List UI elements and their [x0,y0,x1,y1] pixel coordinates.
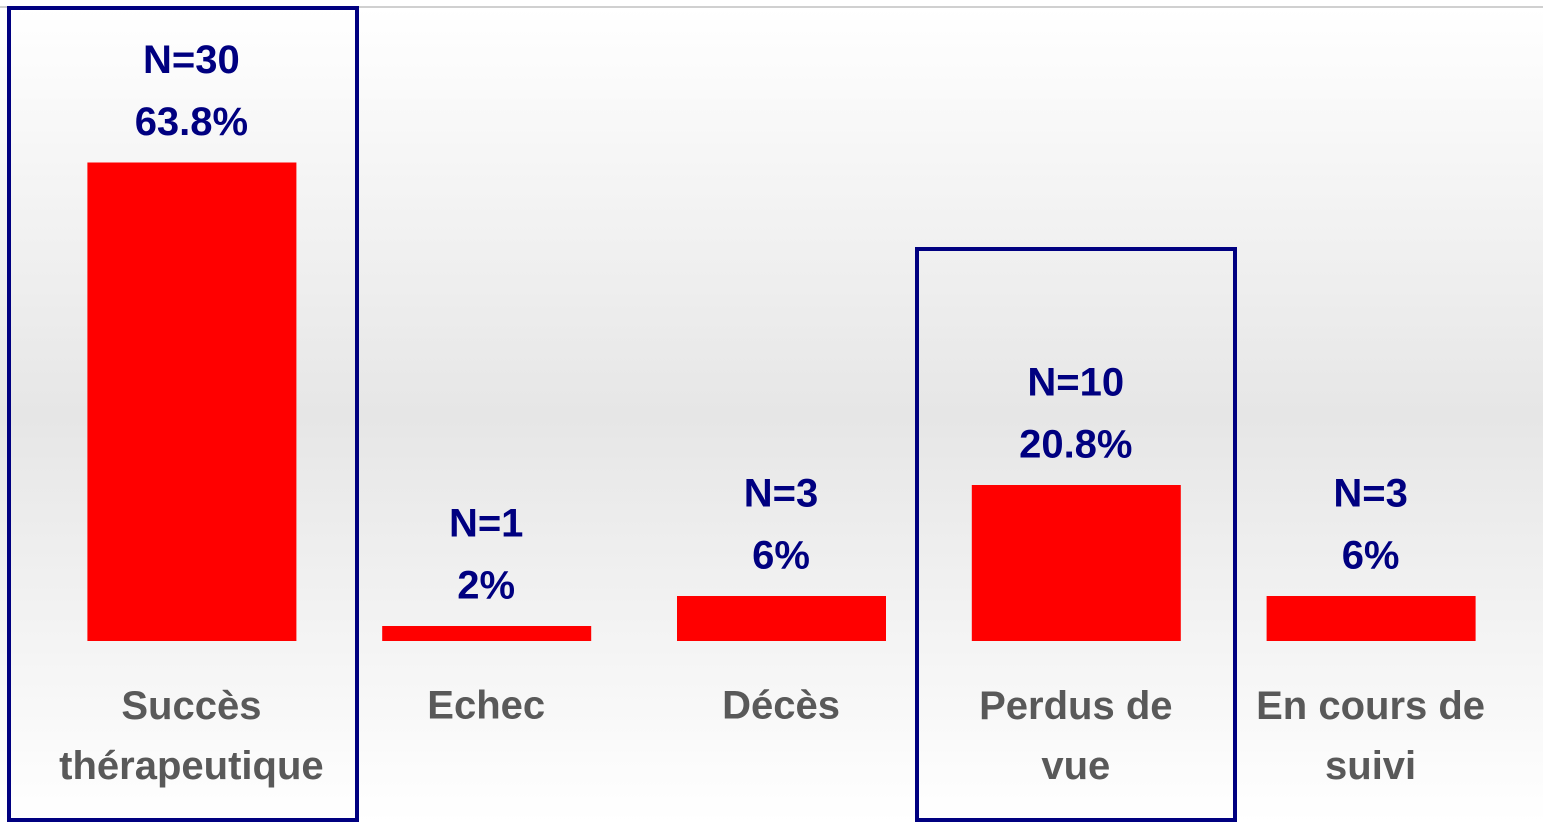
value-label: 20.8% [1019,423,1132,467]
x-tick-label: Succès thérapeutique [59,684,323,788]
x-tick-label: Echec [427,684,545,728]
value-label: 6% [752,534,810,578]
count-label: N=30 [143,38,240,82]
highlight-box [7,6,359,822]
count-label: N=1 [449,502,524,546]
bar [971,485,1181,641]
x-tick-label: En cours de suivi [1256,684,1485,788]
count-label: N=3 [1333,472,1408,516]
value-label: 63.8% [135,100,248,144]
value-label: 2% [457,564,515,608]
highlight-box [915,247,1237,822]
bar [87,162,297,641]
count-label: N=10 [1027,361,1124,405]
bar [677,596,886,641]
count-label: N=3 [744,472,819,516]
bar [1266,596,1476,641]
x-tick-label: Perdus de vue [979,684,1172,788]
value-label: 6% [1342,534,1400,578]
bar [382,626,592,641]
x-tick-label: Décès [722,684,840,728]
